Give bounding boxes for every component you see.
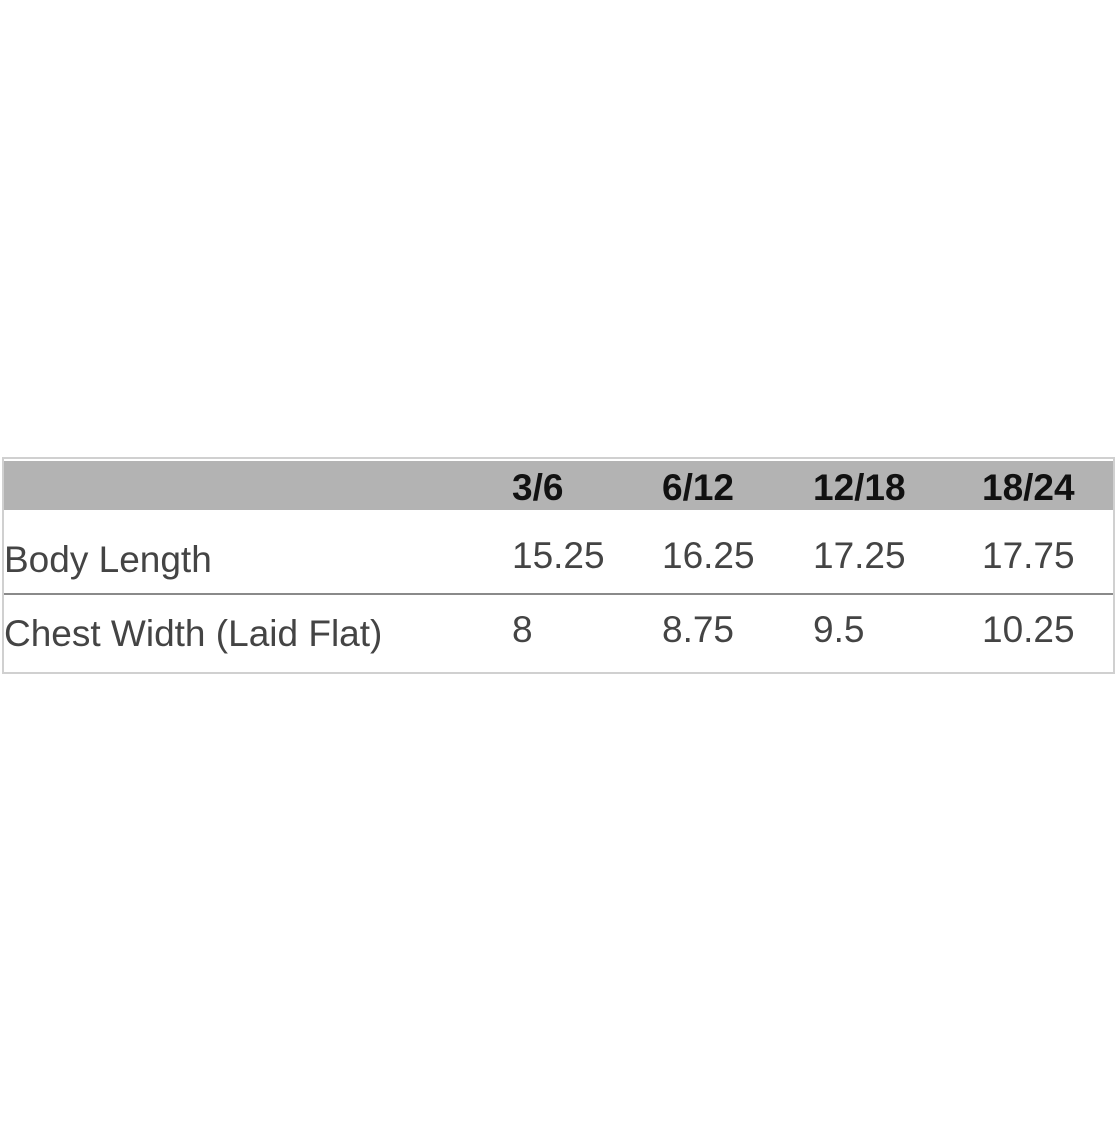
row-label: Chest Width (Laid Flat) [4, 613, 383, 654]
cell-value: 17.25 [813, 535, 906, 576]
column-header: 12/18 [813, 467, 906, 508]
row-label: Body Length [4, 539, 212, 580]
header-row [4, 461, 1113, 510]
cell-value: 16.25 [662, 535, 755, 576]
column-header: 3/6 [512, 467, 564, 508]
column-header: 6/12 [662, 467, 735, 508]
cell-value: 10.25 [982, 609, 1075, 650]
cell-value: 8 [512, 609, 533, 650]
cell-value: 9.5 [813, 609, 865, 650]
cell-value: 17.75 [982, 535, 1075, 576]
size-table: 3/6 6/12 12/18 18/24 Body Length 15.25 16.25 17… [2, 457, 1115, 674]
cell-value: 15.25 [512, 535, 605, 576]
row-divider [4, 593, 1113, 595]
cell-value: 8.75 [662, 609, 735, 650]
column-header: 18/24 [982, 467, 1075, 508]
